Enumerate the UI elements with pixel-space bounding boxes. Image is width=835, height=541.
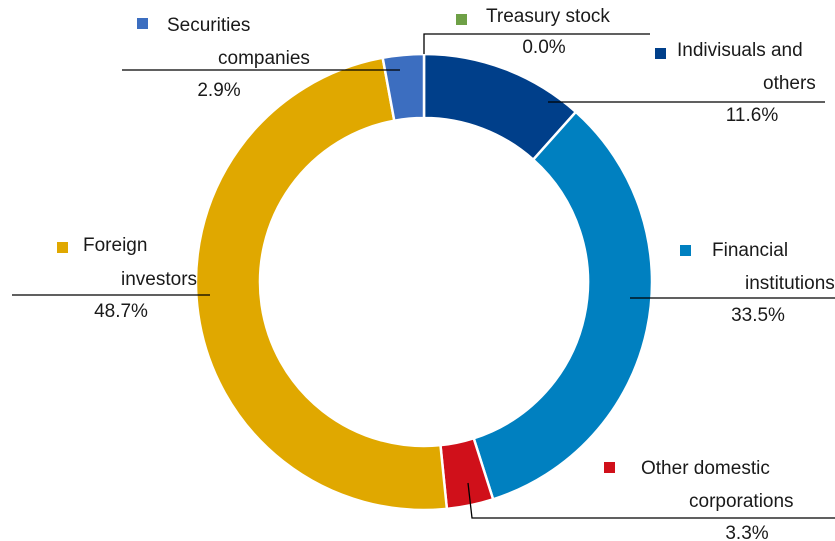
legend-marker-other-domestic-corporations	[604, 462, 615, 473]
label-other-domestic-corporations-line-2: corporations	[689, 491, 794, 512]
label-foreign-investors-line-2: investors	[121, 269, 197, 290]
slice-securities-companies	[381, 52, 426, 123]
label-indivisuals-and-others-line-2: others	[763, 73, 816, 94]
label-securities-companies-line-1: Securities	[167, 15, 250, 36]
leader-line-treasury-stock	[423, 33, 650, 54]
label-treasury-stock-line-1: Treasury stock	[486, 6, 610, 27]
leader-line-other-domestic-corporations	[467, 482, 835, 519]
legend-marker-financial-institutions	[680, 245, 691, 256]
legend-marker-indivisuals-and-others	[655, 48, 666, 59]
value-label-treasury-stock: 0.0%	[522, 37, 565, 58]
slice-labels: Treasury stock 0.0% Indivisuals and others 1…	[57, 6, 835, 541]
legend-marker-foreign-investors	[57, 242, 68, 253]
label-financial-institutions-line-2: institutions	[745, 273, 835, 294]
value-label-financial-institutions: 33.5%	[731, 305, 785, 326]
label-indivisuals-and-others-line-1: Indivisuals and	[677, 40, 803, 61]
legend-marker-securities-companies	[137, 18, 148, 29]
label-foreign-investors-line-1: Foreign	[83, 235, 147, 256]
label-securities-companies-line-2: companies	[218, 48, 310, 69]
label-financial-institutions-line-1: Financial	[712, 240, 788, 261]
label-other-domestic-corporations-line-1: Other domestic	[641, 458, 770, 479]
value-label-securities-companies: 2.9%	[197, 80, 240, 101]
legend-marker-treasury-stock	[456, 14, 467, 25]
leader-lines	[12, 33, 835, 519]
value-label-indivisuals-and-others: 11.6%	[726, 105, 779, 126]
slice-foreign-investors	[194, 56, 449, 512]
value-label-foreign-investors: 48.7%	[94, 301, 148, 322]
value-label-other-domestic-corporations: 3.3%	[725, 523, 768, 541]
donut-slices	[194, 52, 654, 512]
slice-financial-institutions	[472, 110, 654, 501]
